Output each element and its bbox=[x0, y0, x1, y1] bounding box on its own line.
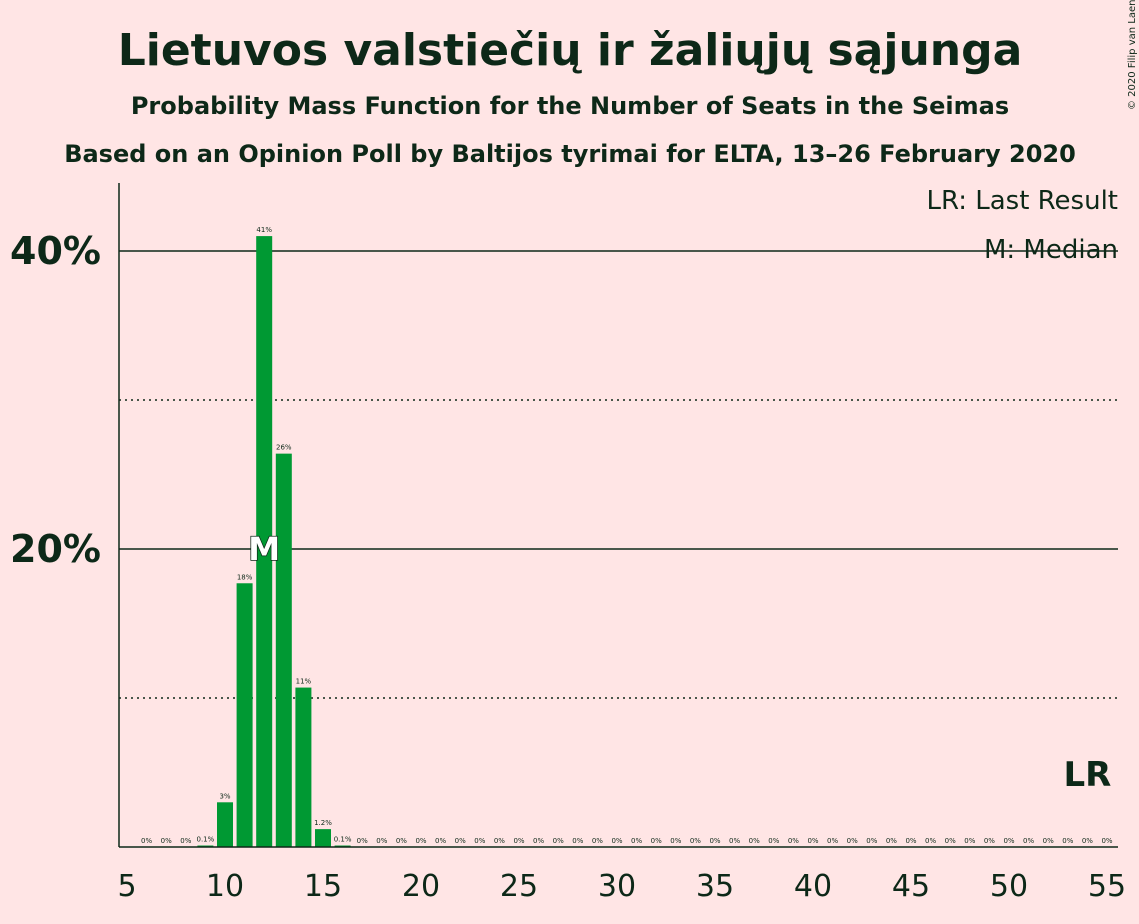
bar-label-seat-21: 0% bbox=[435, 837, 446, 845]
bar-label-seat-13: 26% bbox=[276, 444, 292, 452]
bar-label-seat-17: 0% bbox=[357, 837, 368, 845]
x-tick-15: 15 bbox=[304, 869, 342, 904]
chart-source: Based on an Opinion Poll by Baltijos tyr… bbox=[64, 140, 1076, 168]
bar-seat-12 bbox=[256, 236, 273, 848]
bar-seat-11 bbox=[236, 583, 253, 847]
bar-label-seat-47: 0% bbox=[945, 837, 956, 845]
bar-label-seat-32: 0% bbox=[651, 837, 662, 845]
bar-label-seat-18: 0% bbox=[376, 837, 387, 845]
bar-label-seat-20: 0% bbox=[415, 837, 426, 845]
bar-label-seat-36: 0% bbox=[729, 837, 740, 845]
bar-label-seat-10: 3% bbox=[219, 792, 230, 800]
x-tick-10: 10 bbox=[206, 869, 244, 904]
bar-label-seat-23: 0% bbox=[474, 837, 485, 845]
bar-label-seat-40: 0% bbox=[807, 837, 818, 845]
bar-label-seat-31: 0% bbox=[631, 837, 642, 845]
bar-label-seat-28: 0% bbox=[572, 837, 583, 845]
bar-label-seat-8: 0% bbox=[180, 837, 191, 845]
bar-label-seat-53: 0% bbox=[1062, 837, 1073, 845]
bar-label-seat-44: 0% bbox=[886, 837, 897, 845]
bar-label-seat-33: 0% bbox=[670, 837, 681, 845]
bar-label-seat-42: 0% bbox=[847, 837, 858, 845]
bar-label-seat-11: 18% bbox=[237, 573, 253, 581]
chart-subtitle: Probability Mass Function for the Number… bbox=[131, 92, 1009, 120]
bar-label-seat-25: 0% bbox=[513, 837, 524, 845]
bar-label-seat-12: 41% bbox=[256, 226, 272, 234]
x-tick-40: 40 bbox=[794, 869, 832, 904]
bar-label-seat-29: 0% bbox=[592, 837, 603, 845]
bar-label-seat-9: 0.1% bbox=[197, 836, 215, 844]
bar-label-seat-54: 0% bbox=[1082, 837, 1093, 845]
legend-last-result: LR: Last Result bbox=[926, 186, 1118, 216]
x-tick-labels: 5 10 15 20 25 30 35 40 45 50 55 bbox=[117, 869, 1126, 904]
y-tick-40: 40% bbox=[10, 229, 101, 273]
axes bbox=[118, 183, 1118, 848]
bar-label-seat-24: 0% bbox=[494, 837, 505, 845]
bar-label-seat-19: 0% bbox=[396, 837, 407, 845]
x-tick-55: 55 bbox=[1088, 869, 1126, 904]
bar-label-seat-26: 0% bbox=[533, 837, 544, 845]
bar-label-seat-38: 0% bbox=[768, 837, 779, 845]
bar-seat-15 bbox=[315, 829, 331, 847]
x-tick-30: 30 bbox=[598, 869, 636, 904]
bar-label-seat-16: 0.1% bbox=[334, 836, 352, 844]
y-tick-20: 20% bbox=[10, 527, 101, 571]
bar-label-seat-50: 0% bbox=[1003, 837, 1014, 845]
median-marker: M bbox=[248, 530, 280, 568]
x-tick-50: 50 bbox=[990, 869, 1028, 904]
bar-seat-13 bbox=[275, 453, 292, 847]
bar-labels: 0% 0% 0% 0.1% 3% 18% 41% 26% 11% 1.2% 0.1% 0% 0% 0% 0%… bbox=[141, 226, 1113, 845]
y-tick-labels: 20% 40% bbox=[10, 229, 101, 571]
bar-label-seat-52: 0% bbox=[1043, 837, 1054, 845]
bar-label-seat-49: 0% bbox=[984, 837, 995, 845]
bar-label-seat-22: 0% bbox=[455, 837, 466, 845]
bar-label-seat-45: 0% bbox=[905, 837, 916, 845]
x-tick-35: 35 bbox=[696, 869, 734, 904]
bar-label-seat-6: 0% bbox=[141, 837, 152, 845]
legend-median: M: Median bbox=[984, 235, 1118, 265]
bars bbox=[197, 236, 351, 848]
x-tick-45: 45 bbox=[892, 869, 930, 904]
x-tick-20: 20 bbox=[402, 869, 440, 904]
chart-title: Lietuvos valstiečių ir žaliųjų sąjunga bbox=[118, 25, 1023, 76]
bar-label-seat-39: 0% bbox=[788, 837, 799, 845]
bar-label-seat-51: 0% bbox=[1023, 837, 1034, 845]
bar-label-seat-55: 0% bbox=[1101, 837, 1112, 845]
bar-label-seat-15: 1.2% bbox=[314, 819, 332, 827]
bar-label-seat-14: 11% bbox=[296, 678, 312, 686]
x-tick-5: 5 bbox=[117, 869, 136, 904]
bar-label-seat-35: 0% bbox=[709, 837, 720, 845]
last-result-marker: LR bbox=[1063, 755, 1111, 795]
bar-label-seat-7: 0% bbox=[161, 837, 172, 845]
x-tick-25: 25 bbox=[500, 869, 538, 904]
bar-label-seat-27: 0% bbox=[553, 837, 564, 845]
bar-seat-10 bbox=[217, 802, 233, 847]
bar-label-seat-41: 0% bbox=[827, 837, 838, 845]
bar-label-seat-43: 0% bbox=[866, 837, 877, 845]
bar-label-seat-37: 0% bbox=[749, 837, 760, 845]
bar-label-seat-48: 0% bbox=[964, 837, 975, 845]
bar-label-seat-46: 0% bbox=[925, 837, 936, 845]
bar-label-seat-34: 0% bbox=[690, 837, 701, 845]
bar-label-seat-30: 0% bbox=[611, 837, 622, 845]
copyright-credit: © 2020 Filip van Laenen bbox=[1127, 0, 1138, 110]
bar-seat-14 bbox=[295, 687, 312, 847]
